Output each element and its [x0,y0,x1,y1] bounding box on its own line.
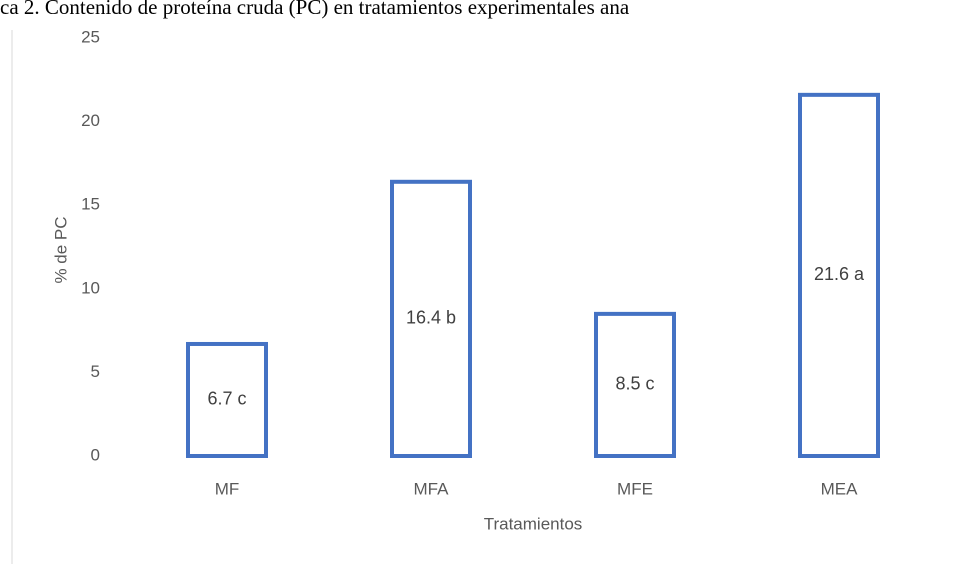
x-tick-label: MEA [821,479,859,498]
data-label: 16.4 b [406,308,456,328]
x-tick-label: MFE [617,479,653,498]
x-tick-label: MFA [414,479,450,498]
y-tick-label: 10 [81,278,100,297]
x-axis-label: Tratamientos [484,514,583,533]
y-tick-label: 20 [81,111,100,130]
data-label: 8.5 c [615,374,654,394]
data-label: 6.7 c [207,389,246,409]
y-tick-label: 5 [91,362,100,381]
x-tick-label: MF [215,479,240,498]
y-tick-label: 25 [81,27,100,46]
chart: ca 2. Contenido de proteína cruda (PC) e… [0,0,955,564]
y-axis-label: % de PC [51,216,70,283]
y-tick-label: 0 [91,445,100,464]
y-tick-label: 15 [81,195,100,214]
chart-title: ca 2. Contenido de proteína cruda (PC) e… [0,0,630,19]
data-label: 21.6 a [814,264,865,284]
